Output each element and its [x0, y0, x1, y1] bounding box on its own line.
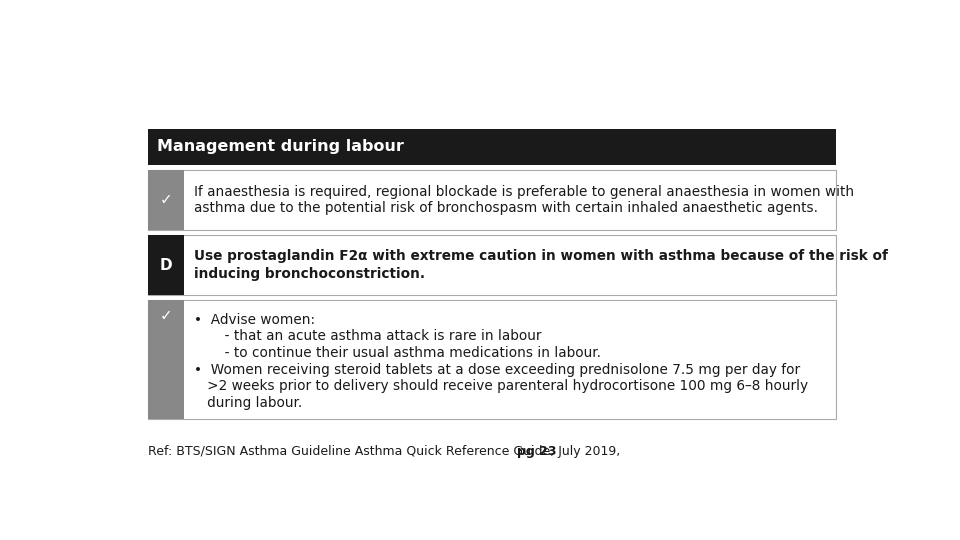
FancyBboxPatch shape — [148, 235, 836, 295]
Text: inducing bronchoconstriction.: inducing bronchoconstriction. — [194, 267, 425, 281]
FancyBboxPatch shape — [148, 170, 184, 230]
Text: D: D — [159, 258, 173, 273]
FancyBboxPatch shape — [148, 300, 184, 418]
Text: If anaesthesia is required, regional blockade is preferable to general anaesthes: If anaesthesia is required, regional blo… — [194, 185, 854, 199]
Text: asthma due to the potential risk of bronchospasm with certain inhaled anaestheti: asthma due to the potential risk of bron… — [194, 201, 818, 214]
Text: ✓: ✓ — [159, 308, 173, 323]
FancyBboxPatch shape — [148, 170, 836, 230]
Text: Management during labour: Management during labour — [157, 139, 404, 154]
Text: pg 23: pg 23 — [517, 445, 557, 458]
Text: ✓: ✓ — [159, 192, 173, 207]
Text: •  Advise women:: • Advise women: — [194, 313, 316, 327]
Text: - to continue their usual asthma medications in labour.: - to continue their usual asthma medicat… — [194, 346, 601, 360]
FancyBboxPatch shape — [148, 129, 836, 165]
Text: Use prostaglandin F2α with extreme caution in women with asthma because of the r: Use prostaglandin F2α with extreme cauti… — [194, 249, 888, 264]
Text: •  Women receiving steroid tablets at a dose exceeding prednisolone 7.5 mg per d: • Women receiving steroid tablets at a d… — [194, 362, 801, 376]
Text: >2 weeks prior to delivery should receive parenteral hydrocortisone 100 mg 6–8 h: >2 weeks prior to delivery should receiv… — [194, 379, 808, 393]
Text: during labour.: during labour. — [194, 396, 302, 410]
Text: - that an acute asthma attack is rare in labour: - that an acute asthma attack is rare in… — [194, 329, 541, 343]
Text: Ref: BTS/SIGN Asthma Guideline Asthma Quick Reference Guide, July 2019,: Ref: BTS/SIGN Asthma Guideline Asthma Qu… — [148, 445, 625, 458]
FancyBboxPatch shape — [148, 235, 184, 295]
FancyBboxPatch shape — [148, 300, 836, 418]
